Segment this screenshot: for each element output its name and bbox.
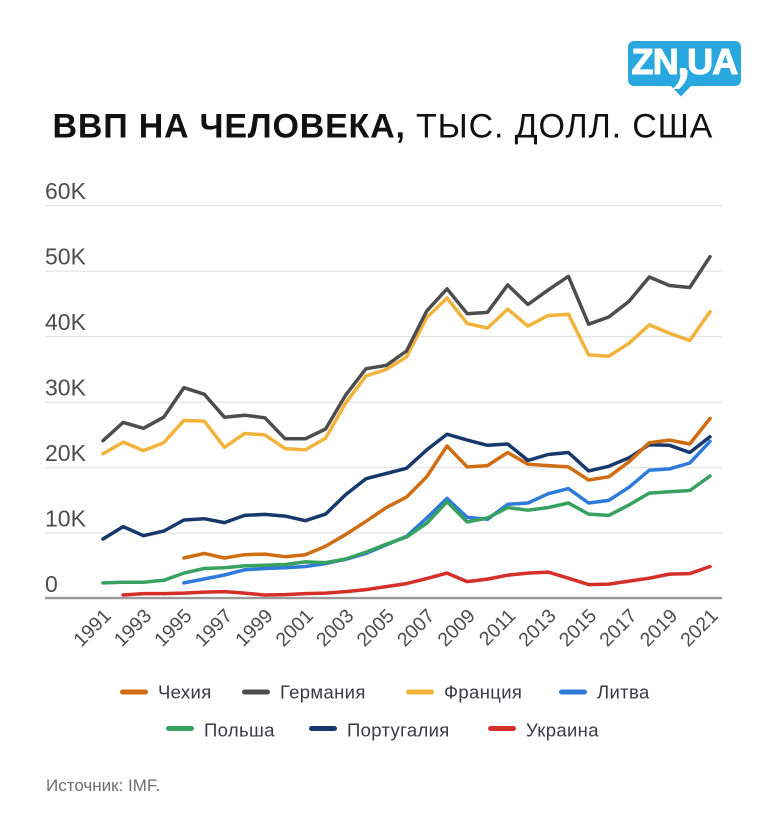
svg-text:Украина: Украина xyxy=(526,720,599,741)
svg-text:Источник: IMF.: Источник: IMF. xyxy=(46,776,160,795)
svg-text:0: 0 xyxy=(45,571,58,597)
svg-text:50K: 50K xyxy=(45,244,87,270)
svg-text:ВВП НА ЧЕЛОВЕКА, ТЫС. ДОЛЛ. СШ: ВВП НА ЧЕЛОВЕКА, ТЫС. ДОЛЛ. США xyxy=(53,108,714,146)
svg-text:30K: 30K xyxy=(45,375,87,401)
svg-text:10K: 10K xyxy=(45,506,87,532)
svg-text:60K: 60K xyxy=(45,178,87,204)
svg-text:20K: 20K xyxy=(45,440,87,466)
svg-text:Литва: Литва xyxy=(597,682,650,703)
svg-text:Франция: Франция xyxy=(444,682,522,703)
svg-text:Германия: Германия xyxy=(280,682,366,703)
svg-text:40K: 40K xyxy=(45,309,87,335)
svg-text:Чехия: Чехия xyxy=(158,682,212,703)
svg-text:Португалия: Португалия xyxy=(347,720,450,741)
svg-text:Польша: Польша xyxy=(204,720,275,741)
